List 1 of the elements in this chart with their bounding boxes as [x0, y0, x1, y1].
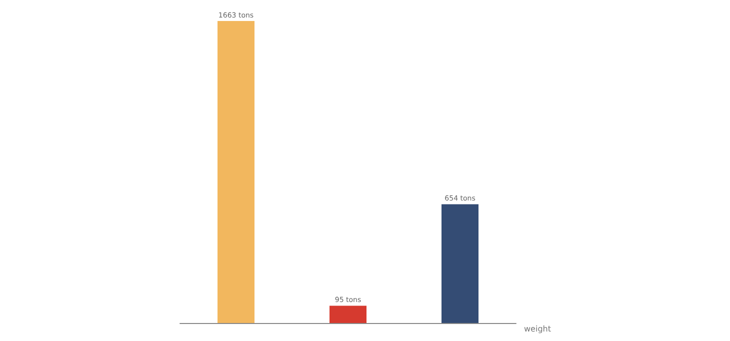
x-axis-title: weight [524, 324, 551, 334]
